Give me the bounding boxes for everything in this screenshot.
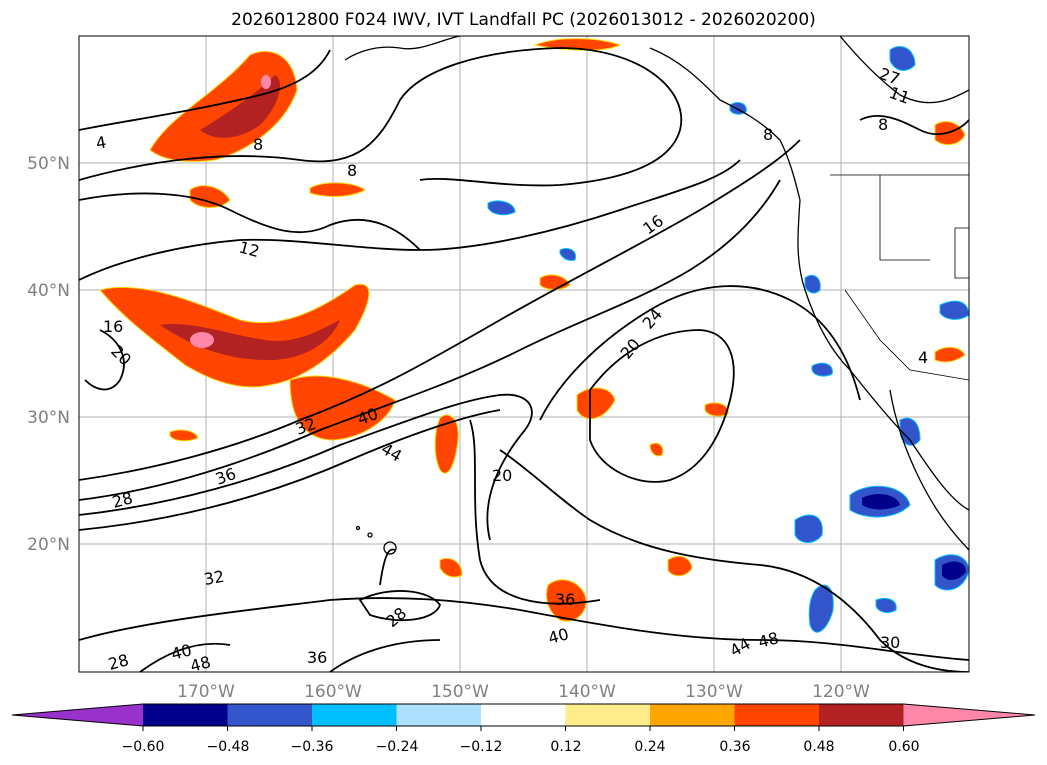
colorbar-segment [650, 704, 735, 726]
contour-label: 8 [347, 161, 357, 180]
contour-label: 28 [106, 650, 131, 674]
contour-label: 32 [202, 567, 225, 589]
colorbar-tick-label: −0.60 [122, 739, 165, 755]
colorbar-segment [143, 704, 228, 726]
lon-label: 150°W [431, 682, 489, 702]
contour-label: 48 [188, 652, 213, 676]
contour-label: 48 [756, 628, 781, 652]
colorbar-tick-label: −0.48 [207, 739, 250, 755]
map-title: 2026012800 F024 IWV, IVT Landfall PC (20… [231, 10, 816, 30]
contour-label: 40 [546, 624, 571, 648]
colorbar-tick-label: 0.36 [719, 739, 750, 755]
colorbar-segment [481, 704, 566, 726]
contour-label: 8 [878, 115, 888, 134]
contour-label: 8 [763, 125, 773, 144]
anomaly-patch-northwest [149, 50, 298, 162]
colorbar-segment [565, 704, 650, 726]
colorbar-segments [11, 703, 1036, 731]
lon-label: 140°W [558, 682, 616, 702]
lon-label: 160°W [304, 682, 362, 702]
lat-label: 20°N [27, 535, 70, 555]
contour-label: 4 [918, 348, 928, 367]
contour-label: 4 [94, 132, 107, 152]
colorbar-segment [903, 704, 1035, 726]
colorbar-segment [396, 704, 481, 726]
colorbar-segment [227, 704, 312, 726]
lat-label: 30°N [27, 408, 70, 428]
contour-label: 28 [110, 488, 135, 512]
plot-frame [78, 35, 970, 673]
colorbar-tick-label: 0.60 [888, 739, 919, 755]
colorbar: −0.60 −0.48 −0.36 −0.24 −0.12 0.12 0.24 … [11, 703, 1036, 755]
contour-label: 30 [880, 633, 900, 652]
lat-label: 50°N [27, 154, 70, 174]
contour-label: 20 [492, 466, 512, 485]
coastlines [344, 36, 969, 555]
colorbar-segment [734, 704, 819, 726]
lon-label: 130°W [685, 682, 743, 702]
north-america-coast [649, 47, 969, 511]
colorbar-ticks: −0.60 −0.48 −0.36 −0.24 −0.12 0.12 0.24 … [122, 739, 920, 755]
political-borders [830, 174, 969, 381]
positive-anomaly-fills [99, 38, 966, 622]
colorbar-tick-label: 0.24 [634, 739, 665, 755]
colorbar-tick-label: 0.12 [550, 739, 581, 755]
contour-label: 12 [237, 238, 262, 262]
lon-label: 170°W [177, 682, 235, 702]
colorbar-tick-label: 0.48 [803, 739, 834, 755]
contour-label: 16 [103, 317, 123, 336]
contour-label: 40 [169, 640, 194, 664]
colorbar-tick-label: −0.24 [376, 739, 419, 755]
colorbar-tick-label: −0.36 [291, 739, 334, 755]
colorbar-segment [312, 704, 397, 726]
anomaly-patch-coast-south [794, 514, 823, 543]
colorbar-segment [12, 704, 143, 726]
ivt-contours [79, 47, 969, 672]
contour-label: 8 [253, 135, 263, 154]
lat-label: 40°N [27, 281, 70, 301]
graticule [79, 36, 969, 672]
colorbar-tick-label: −0.12 [460, 739, 503, 755]
latitude-labels: 50°N 40°N 30°N 20°N [27, 154, 70, 555]
contour-label: 36 [555, 590, 575, 609]
colorbar-segment [819, 704, 904, 726]
contour-label: 36 [307, 648, 327, 667]
lon-label: 120°W [812, 682, 870, 702]
longitude-labels: 170°W 160°W 150°W 140°W 130°W 120°W [177, 682, 870, 702]
